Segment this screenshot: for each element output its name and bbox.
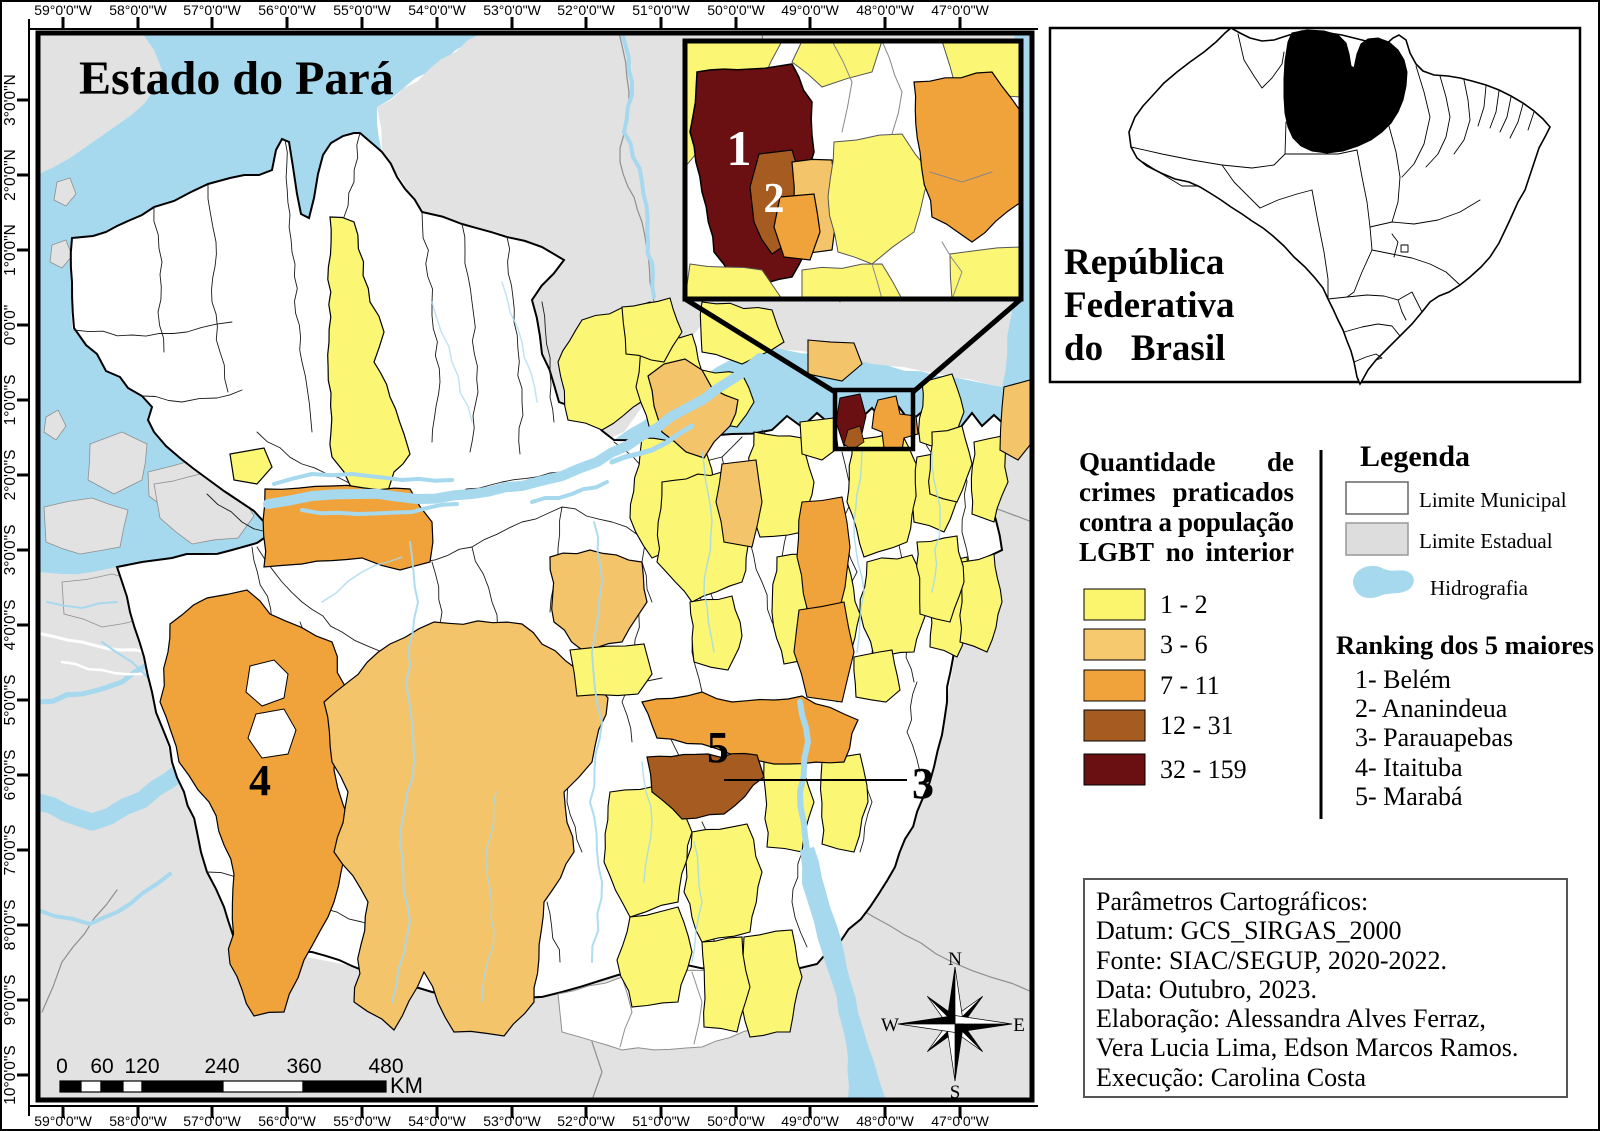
svg-text:47°0'0"W: 47°0'0"W [931,2,989,18]
svg-text:KM: KM [390,1073,423,1098]
svg-text:1 - 2: 1 - 2 [1160,590,1208,619]
svg-text:N: N [948,949,962,970]
svg-text:2°0'0"N: 2°0'0"N [2,149,19,201]
svg-text:360: 360 [286,1055,321,1078]
svg-text:4: 4 [249,756,271,805]
svg-text:2- Ananindeua: 2- Ananindeua [1355,694,1508,723]
svg-text:Datum: GCS_SIRGAS_2000: Datum: GCS_SIRGAS_2000 [1096,916,1402,945]
svg-text:1- Belém: 1- Belém [1355,665,1451,694]
svg-text:5- Marabá: 5- Marabá [1355,782,1463,811]
svg-text:3°0'0"N: 3°0'0"N [2,74,19,126]
svg-text:0: 0 [56,1055,68,1078]
svg-text:Ranking dos 5 maiores: Ranking dos 5 maiores [1336,630,1594,660]
svg-text:S: S [950,1082,961,1103]
svg-text:51°0'0"W: 51°0'0"W [632,1113,690,1129]
svg-text:3: 3 [912,759,934,808]
svg-text:3°0'0"S: 3°0'0"S [2,525,19,576]
svg-text:2°0'0"S: 2°0'0"S [2,450,19,501]
svg-text:Execução: Carolina Costa: Execução: Carolina Costa [1096,1063,1366,1092]
svg-text:Limite Estadual: Limite Estadual [1419,529,1553,553]
svg-text:8°0'0"S: 8°0'0"S [2,900,19,951]
svg-text:4- Itaituba: 4- Itaituba [1355,753,1463,782]
svg-text:53°0'0"W: 53°0'0"W [483,2,541,18]
svg-text:49°0'0"W: 49°0'0"W [781,2,839,18]
svg-text:2: 2 [764,176,785,222]
svg-text:52°0'0"W: 52°0'0"W [557,1113,615,1129]
svg-text:Hidrografia: Hidrografia [1430,576,1529,600]
svg-text:49°0'0"W: 49°0'0"W [781,1113,839,1129]
svg-text:no: no [1166,537,1195,567]
svg-text:praticados: praticados [1173,477,1295,507]
svg-text:54°0'0"W: 54°0'0"W [408,1113,466,1129]
svg-text:57°0'0"W: 57°0'0"W [183,1113,241,1129]
svg-text:Parâmetros Cartográficos:: Parâmetros Cartográficos: [1096,887,1368,916]
svg-text:480: 480 [368,1055,403,1078]
svg-text:Quantidade: Quantidade [1079,447,1216,477]
svg-text:32 - 159: 32 - 159 [1160,755,1247,784]
svg-text:53°0'0"W: 53°0'0"W [483,1113,541,1129]
svg-text:59°0'0"W: 59°0'0"W [34,1113,92,1129]
svg-text:W: W [881,1015,899,1036]
svg-text:50°0'0"W: 50°0'0"W [707,1113,765,1129]
svg-text:55°0'0"W: 55°0'0"W [333,2,391,18]
svg-text:Vera Lucia Lima, Edson Marcos: Vera Lucia Lima, Edson Marcos Ramos. [1096,1033,1518,1062]
svg-text:120: 120 [124,1055,159,1078]
svg-text:Estado do Pará: Estado do Pará [79,52,394,105]
svg-text:12 - 31: 12 - 31 [1160,711,1234,740]
svg-text:54°0'0"W: 54°0'0"W [408,2,466,18]
svg-text:interior: interior [1206,537,1294,567]
svg-text:Fonte: SIAC/SEGUP, 2020-2022.: Fonte: SIAC/SEGUP, 2020-2022. [1096,946,1447,975]
svg-text:56°0'0"W: 56°0'0"W [258,1113,316,1129]
svg-text:do Brasil: do Brasil [1064,328,1225,369]
svg-text:57°0'0"W: 57°0'0"W [183,2,241,18]
svg-text:contra a população: contra a população [1079,507,1294,537]
svg-text:4°0'0"S: 4°0'0"S [2,600,19,651]
svg-text:3- Parauapebas: 3- Parauapebas [1355,723,1513,752]
svg-text:5°0'0"S: 5°0'0"S [2,675,19,726]
svg-text:56°0'0"W: 56°0'0"W [258,2,316,18]
svg-text:3 - 6: 3 - 6 [1160,630,1208,659]
svg-text:crimes: crimes [1079,477,1155,507]
svg-text:6°0'0"S: 6°0'0"S [2,750,19,801]
svg-text:51°0'0"W: 51°0'0"W [632,2,690,18]
svg-text:5: 5 [707,723,729,772]
svg-text:Limite Municipal: Limite Municipal [1419,488,1567,512]
svg-text:48°0'0"W: 48°0'0"W [856,2,914,18]
svg-text:1°0'0"S: 1°0'0"S [2,375,19,426]
svg-text:52°0'0"W: 52°0'0"W [557,2,615,18]
svg-text:48°0'0"W: 48°0'0"W [856,1113,914,1129]
svg-text:7 - 11: 7 - 11 [1160,671,1220,700]
svg-text:10°0'0"S: 10°0'0"S [2,1045,19,1104]
svg-text:1°0'0"N: 1°0'0"N [2,224,19,276]
svg-text:58°0'0"W: 58°0'0"W [109,2,167,18]
svg-text:Federativa: Federativa [1064,285,1235,326]
svg-text:Legenda: Legenda [1360,440,1470,473]
svg-text:de: de [1267,447,1294,477]
svg-text:240: 240 [204,1055,239,1078]
svg-text:50°0'0"W: 50°0'0"W [707,2,765,18]
svg-text:58°0'0"W: 58°0'0"W [109,1113,167,1129]
svg-text:Elaboração: Alessandra Alves F: Elaboração: Alessandra Alves Ferraz, [1096,1004,1486,1033]
svg-text:LGBT: LGBT [1079,537,1154,567]
svg-text:Data: Outubro, 2023.: Data: Outubro, 2023. [1096,975,1317,1004]
svg-text:47°0'0"W: 47°0'0"W [931,1113,989,1129]
svg-text:9°0'0"S: 9°0'0"S [2,975,19,1026]
svg-text:55°0'0"W: 55°0'0"W [333,1113,391,1129]
svg-text:7°0'0"S: 7°0'0"S [2,825,19,876]
svg-text:E: E [1013,1015,1025,1036]
svg-text:1: 1 [727,120,752,176]
svg-text:República: República [1064,242,1224,283]
svg-text:60: 60 [90,1055,113,1078]
svg-text:0°0'0": 0°0'0" [2,305,19,346]
svg-text:59°0'0"W: 59°0'0"W [34,2,92,18]
